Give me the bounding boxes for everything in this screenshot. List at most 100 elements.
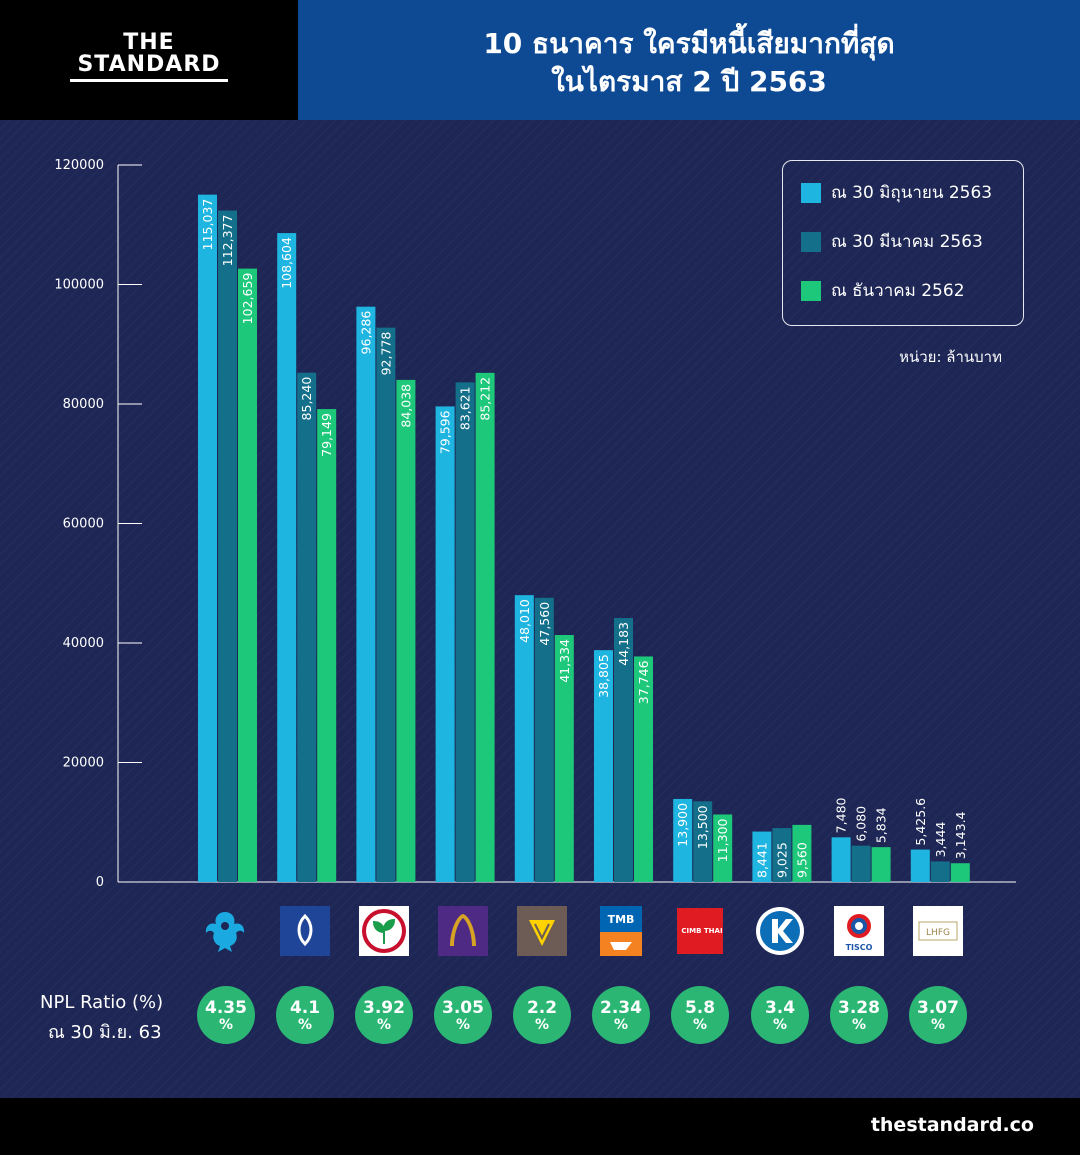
lhfg-logo-text: LHFG — [926, 928, 950, 938]
footer: thestandard.co — [0, 1098, 1080, 1155]
npl-badge: 3.28% — [830, 986, 888, 1044]
y-tick-label: 100000 — [54, 278, 104, 293]
lhfg-icon: LHFG — [913, 906, 963, 956]
bar — [910, 849, 930, 882]
bar-chart: 0 20000 40000 60000 80000 100000 120000 115,037… — [54, 158, 1016, 890]
bar — [772, 828, 792, 882]
bar — [594, 650, 613, 882]
bar-data-label: 13,500 — [695, 805, 710, 849]
bar-data-label: 44,183 — [616, 622, 631, 666]
footer-site-link[interactable]: thestandard.co — [870, 1114, 1034, 1136]
npl-date-label: ณ 30 มิ.ย. 63 — [48, 1022, 162, 1043]
y-tick-label: 0 — [96, 875, 104, 890]
bar — [376, 327, 396, 882]
y-tick-label: 60000 — [63, 517, 104, 532]
npl-value: 5.8 — [684, 998, 716, 1018]
npl-percent: % — [218, 1017, 234, 1033]
bar-data-label: 5,425.6 — [913, 798, 928, 846]
npl-badge: 4.1% — [276, 986, 334, 1044]
bangkok-bank-lotus-icon — [280, 906, 330, 956]
bar — [792, 824, 812, 882]
npl-label: NPL Ratio (%) — [40, 992, 164, 1013]
npl-value: 3.07 — [917, 998, 959, 1018]
legend-label-jun: ณ 30 มิถุนายน 2563 — [831, 183, 993, 203]
bar — [673, 798, 693, 882]
bar-data-label: 85,212 — [478, 377, 493, 421]
bar-data-label: 13,900 — [675, 803, 690, 847]
npl-percent: % — [455, 1017, 471, 1033]
kiatnakin-k-icon — [756, 907, 804, 955]
bar-data-label: 47,560 — [537, 602, 552, 646]
brand-line-1: THE — [123, 30, 175, 55]
krungthai-garuda-icon — [205, 912, 245, 952]
npl-percent: % — [772, 1017, 788, 1033]
bar-data-label: 3,143.4 — [953, 811, 968, 859]
bar-data-label: 41,334 — [557, 639, 572, 683]
bar — [396, 379, 416, 882]
bar — [455, 382, 475, 882]
legend-swatch-mar — [801, 232, 821, 252]
bar-data-label: 92,778 — [378, 332, 393, 376]
bar-data-label: 7,480 — [834, 797, 849, 833]
npl-badge: 3.92% — [355, 986, 413, 1044]
tmb-logo-text: TMB — [608, 913, 635, 926]
legend-swatch-dec — [801, 281, 821, 301]
scb-arch-icon — [438, 906, 488, 956]
npl-badge: 3.05% — [434, 986, 492, 1044]
bar-data-label: 96,286 — [358, 311, 373, 355]
bar-data-label: 79,596 — [438, 410, 453, 454]
bar — [198, 194, 217, 882]
brand-logo: THE STANDARD — [0, 0, 298, 120]
unit-label: หน่วย: ล้านบาท — [899, 348, 1002, 366]
bar-data-label: 3,444 — [933, 822, 948, 858]
bar — [614, 618, 633, 882]
npl-value: 4.1 — [289, 998, 321, 1018]
bar — [514, 595, 534, 882]
bar — [534, 597, 554, 882]
bar-data-label: 8,441 — [754, 842, 769, 878]
npl-value: 4.35 — [205, 998, 247, 1018]
cimb-logo-text: CIMB THAI — [681, 927, 722, 935]
tmb-icon: TMB — [600, 906, 642, 956]
bar — [831, 837, 851, 882]
cimb-icon: CIMB THAI — [677, 908, 723, 954]
bar — [950, 863, 970, 882]
npl-percent: % — [613, 1017, 629, 1033]
bar — [752, 831, 772, 882]
title-line-2: ในไตรมาส 2 ปี 2563 — [551, 65, 827, 98]
bar-data-label: 102,659 — [240, 273, 255, 325]
bar — [356, 306, 376, 882]
bar-data-label: 112,377 — [220, 215, 235, 267]
npl-value: 3.28 — [838, 998, 880, 1018]
bar — [634, 656, 653, 882]
bar — [317, 409, 337, 882]
bar — [218, 210, 237, 882]
npl-badge: 3.07% — [909, 986, 967, 1044]
y-tick-label: 120000 — [54, 158, 104, 173]
npl-percent: % — [534, 1017, 550, 1033]
npl-percent: % — [297, 1017, 313, 1033]
y-tick-label: 80000 — [63, 397, 104, 412]
bar-data-label: 115,037 — [200, 199, 215, 251]
y-tick-label: 40000 — [63, 636, 104, 651]
npl-badge: 4.35% — [197, 986, 255, 1044]
y-tick-label: 20000 — [63, 756, 104, 771]
bar-data-label: 5,834 — [874, 807, 889, 843]
bar-data-label: 6,080 — [854, 806, 869, 842]
bar-data-label: 48,010 — [517, 599, 532, 643]
legend-swatch-jun — [801, 183, 821, 203]
bar — [435, 406, 455, 882]
bar — [554, 635, 574, 882]
tisco-icon: TISCO — [834, 906, 884, 956]
bar-data-label: 9,025 — [774, 842, 789, 878]
bar-data-label: 79,149 — [319, 413, 334, 457]
bar — [693, 801, 713, 882]
npl-percent: % — [930, 1017, 946, 1033]
legend: ณ 30 มิถุนายน 2563 ณ 30 มีนาคม 2563 ณ ธั… — [782, 160, 1024, 326]
npl-badge: 2.2% — [513, 986, 571, 1044]
bar — [475, 372, 495, 882]
brand-line-2: STANDARD — [77, 52, 221, 77]
bar — [277, 233, 297, 883]
npl-value: 2.2 — [526, 998, 558, 1018]
